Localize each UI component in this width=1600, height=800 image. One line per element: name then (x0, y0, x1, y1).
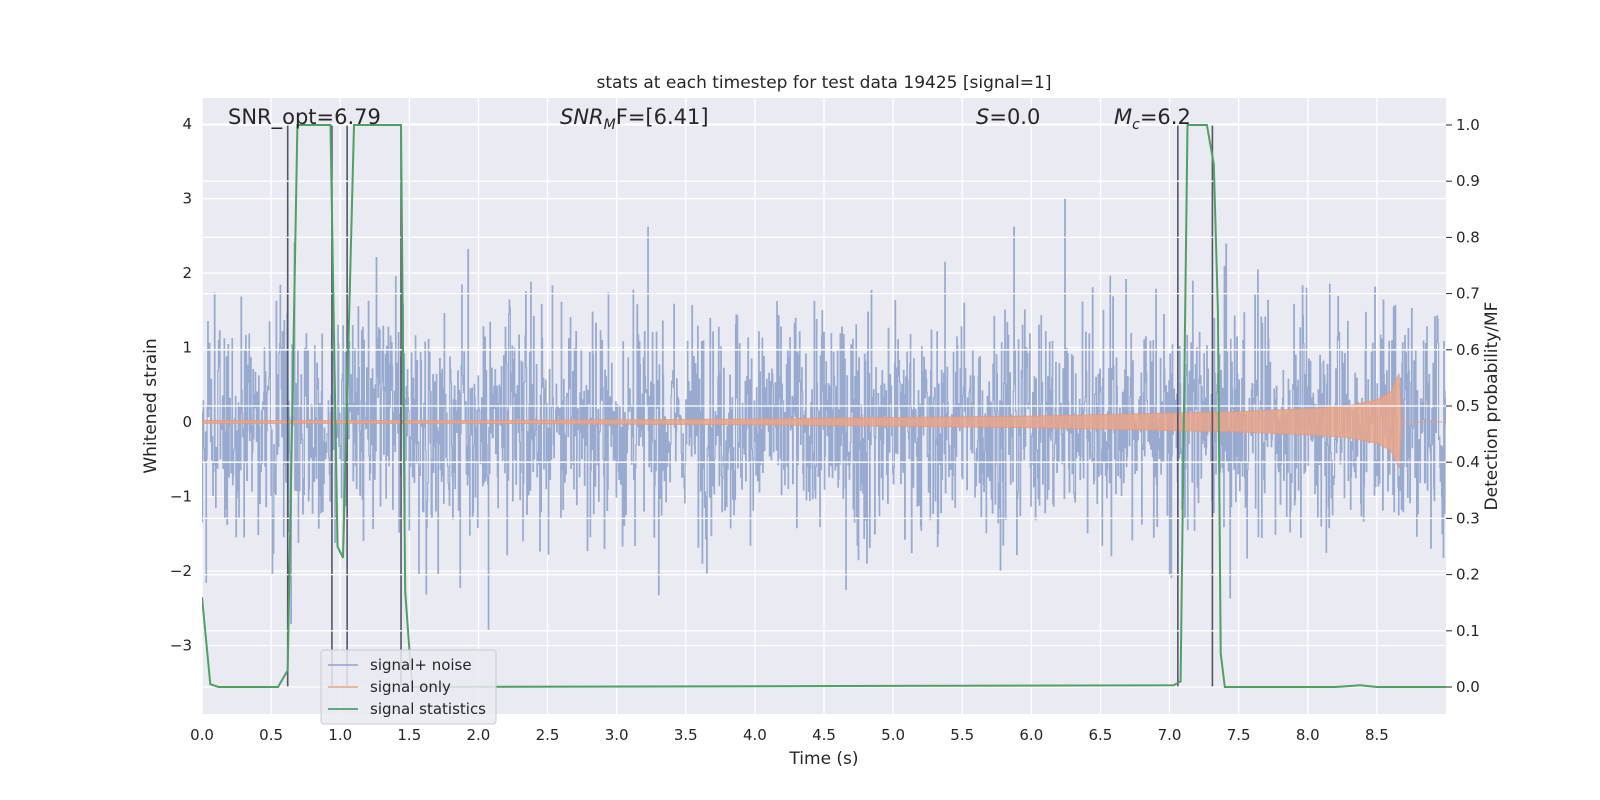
y-tick-label: 0 (182, 413, 192, 431)
x-tick-label: 1.5 (397, 726, 421, 744)
grid-y-right (202, 124, 1446, 688)
y-right-tick-label: 0.8 (1456, 228, 1480, 246)
y-tick-label: −1 (170, 488, 192, 506)
x-tick-label: 8.5 (1365, 726, 1389, 744)
y-right-tick-label: 0.0 (1456, 678, 1480, 696)
x-tick-label: 7.0 (1158, 726, 1182, 744)
y-right-tick-label: 0.2 (1456, 566, 1480, 584)
y-tick-label: −3 (170, 636, 192, 654)
x-tick-label: 5.0 (881, 726, 905, 744)
y-right-tick-label: 0.4 (1456, 453, 1480, 471)
legend-label-signal-statistics: signal statistics (370, 700, 486, 718)
y-right-tick-label: 0.9 (1456, 172, 1480, 190)
x-axis-label: Time (s) (788, 749, 858, 769)
annotation-s: S=0.0 (976, 105, 1040, 129)
x-axis-ticks: 0.0 0.5 1.0 1.5 2.0 2.5 3.0 3.5 4.0 4.5 5.0 5.5 6.0 6… (190, 726, 1389, 744)
legend-label-signal-only: signal only (370, 678, 451, 696)
x-tick-label: 3.0 (605, 726, 629, 744)
x-tick-label: 2.5 (536, 726, 560, 744)
y-right-tick-label: 0.1 (1456, 622, 1480, 640)
x-tick-label: 2.0 (467, 726, 491, 744)
x-tick-label: 6.5 (1089, 726, 1113, 744)
annotation-snr-mf: SNRMF=[6.41] (560, 105, 709, 133)
legend: signal+ noise signal only signal statist… (320, 649, 497, 725)
x-tick-label: 4.0 (743, 726, 767, 744)
y-right-tick-label: 0.7 (1456, 285, 1480, 303)
series-signal-only (202, 373, 1446, 469)
x-tick-label: 5.5 (950, 726, 974, 744)
y-tick-label: −2 (170, 562, 192, 580)
y-axis-label: Whitened strain (141, 338, 161, 473)
x-tick-label: 4.5 (812, 726, 836, 744)
x-tick-label: 0.5 (259, 726, 283, 744)
y-tick-label: 2 (182, 264, 192, 282)
chart-title: stats at each timestep for test data 194… (597, 73, 1052, 93)
y-tick-label: 4 (182, 115, 192, 133)
y-right-tick-label: 0.6 (1456, 341, 1480, 359)
y-right-tick-label: 0.3 (1456, 509, 1480, 527)
y-tick-label: 1 (182, 339, 192, 357)
x-tick-label: 6.0 (1019, 726, 1043, 744)
annotation-snr-opt: SNR_opt=6.79 (228, 105, 381, 130)
annotation-mc: Mc=6.2 (1114, 105, 1191, 133)
y-right-tick-label: 0.5 (1456, 397, 1480, 415)
x-tick-label: 3.5 (674, 726, 698, 744)
y-axis-right-label: Detection probability/MF (1482, 302, 1502, 511)
x-tick-label: 7.5 (1227, 726, 1251, 744)
x-tick-label: 1.0 (328, 726, 352, 744)
y-tick-label: 3 (182, 190, 192, 208)
legend-label-signal-noise: signal+ noise (370, 656, 472, 674)
y-axis-ticks: 4 3 2 1 0 −1 −2 −3 (170, 115, 192, 654)
y-axis-right-ticks: 1.0 0.9 0.8 0.7 0.6 0.5 0.4 0.3 0.2 0.1 0.0 (1446, 116, 1480, 696)
legend-box (320, 649, 497, 725)
x-tick-label: 0.0 (190, 726, 214, 744)
y-right-tick-label: 1.0 (1456, 116, 1480, 134)
x-tick-label: 8.0 (1296, 726, 1320, 744)
